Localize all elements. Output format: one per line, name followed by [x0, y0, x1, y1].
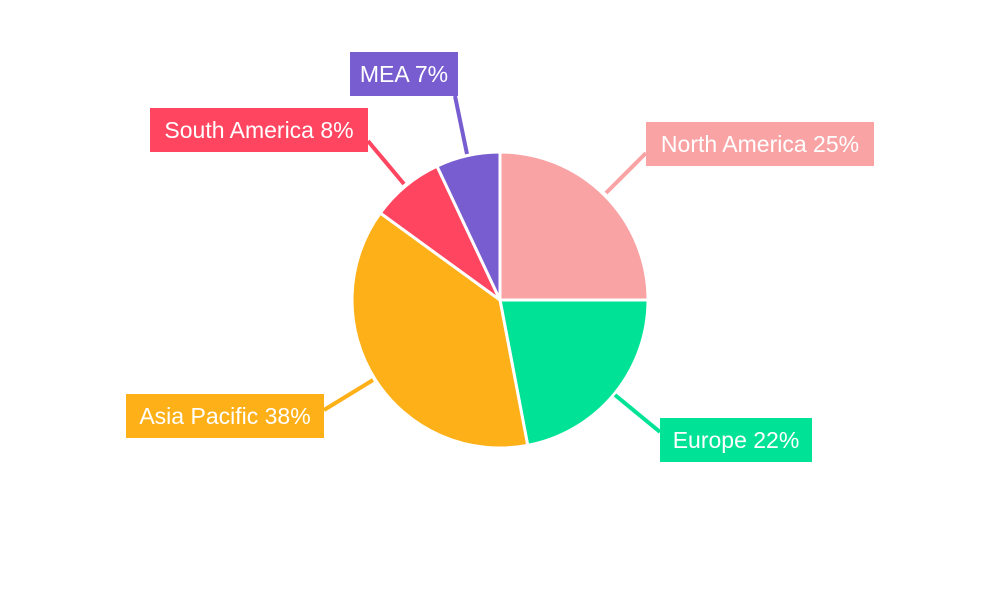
data-label-text: South America 8%: [164, 117, 353, 143]
data-label: North America 25%: [646, 122, 874, 166]
data-label-box: [350, 52, 458, 96]
data-label-text: Asia Pacific 38%: [139, 403, 310, 429]
pie-slice-north-america[interactable]: [498, 150, 650, 302]
data-label: South America 8%: [150, 108, 368, 152]
data-label-box: [126, 394, 324, 438]
leader-line: [604, 151, 648, 195]
data-label: Europe 22%: [660, 418, 812, 462]
pie-slice-europe[interactable]: [498, 298, 650, 448]
data-label-box: [660, 418, 812, 462]
leader-line: [322, 378, 375, 412]
data-label: MEA 7%: [350, 52, 458, 96]
leader-line: [453, 95, 469, 155]
data-label-text: MEA 7%: [360, 61, 448, 87]
leader-line: [613, 393, 662, 434]
data-label-box: [150, 108, 368, 152]
data-label-box: [646, 122, 874, 166]
data-label-text: North America 25%: [661, 131, 859, 157]
pie-slice-mea[interactable]: [434, 150, 502, 301]
data-label: Asia Pacific 38%: [126, 394, 324, 438]
leader-line: [366, 139, 406, 186]
pie-slice-asia-pacific[interactable]: [350, 210, 530, 450]
data-label-text: Europe 22%: [673, 427, 800, 453]
